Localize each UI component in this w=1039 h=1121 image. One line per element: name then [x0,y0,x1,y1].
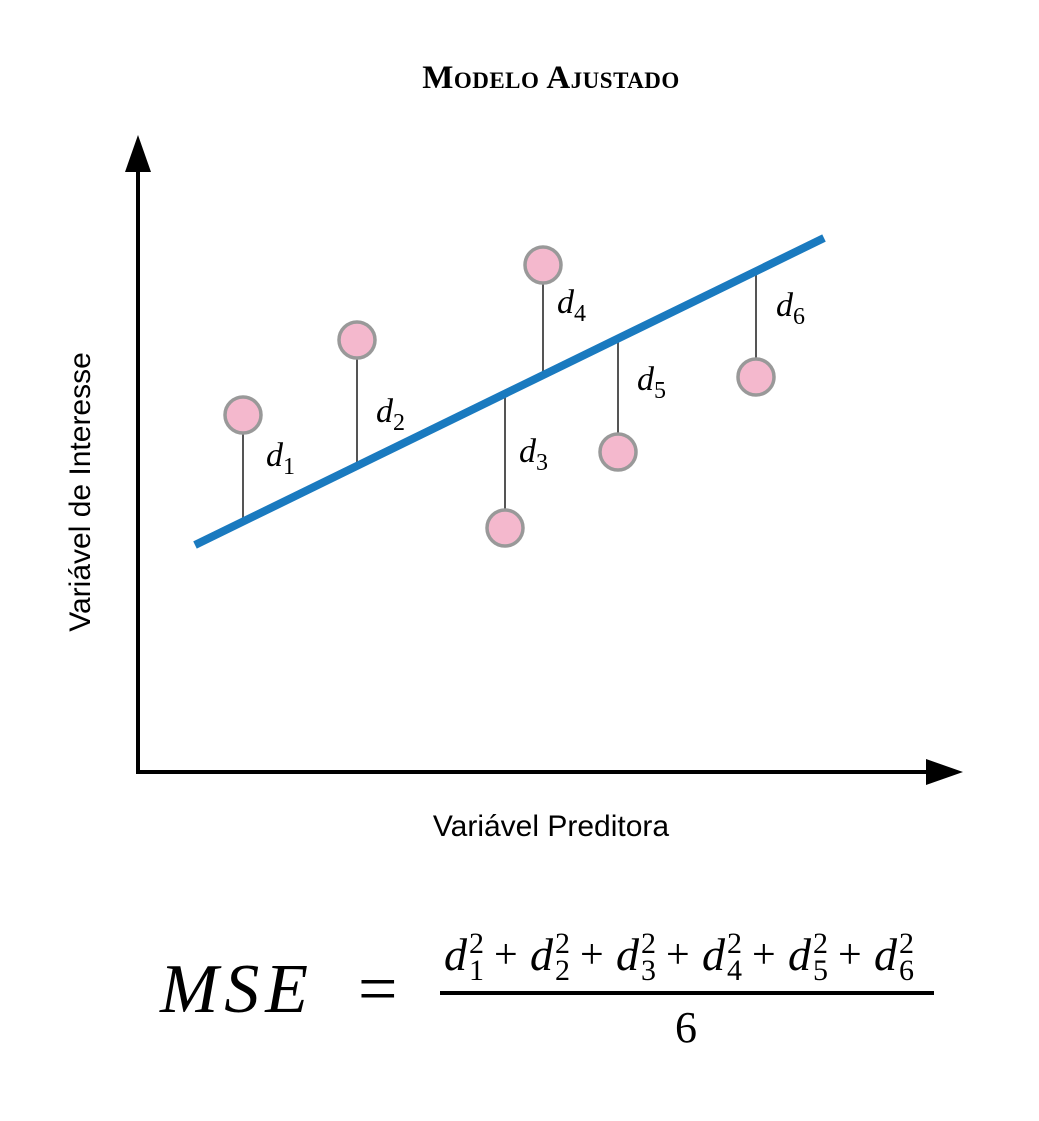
data-point [223,395,263,435]
y-axis-arrow [125,135,151,172]
numerator-term: d 26 [874,927,914,987]
axes [125,135,963,785]
term-exponent: 2 [469,927,484,960]
term-exponent: 2 [899,927,914,960]
regression-line [193,234,826,549]
numerator-term: d 25 [788,927,828,987]
mse-formula: MSE = d 21 + d 22 + d 23 + d 24 + d 25 + d 26 6 [159,927,934,1052]
data-point [337,320,377,360]
term-index: 2 [555,954,570,987]
numerator-term: d 21 [444,927,484,987]
residual-label: d4 [557,284,586,327]
numerator-term: d 23 [616,927,656,987]
y-axis-label: Variável de Interesse [64,352,97,632]
plus-sign: + [838,932,862,978]
term-index: 3 [641,954,656,987]
residual-label: d2 [376,393,405,436]
plus-sign: + [494,932,518,978]
data-point [523,245,563,285]
term-letter: d [530,929,554,980]
residual-labels: d1 d2 d3 d4 d5 d6 [266,284,805,480]
plus-sign: + [752,932,776,978]
x-axis-label: Variável Preditora [433,810,670,843]
residual-label: d1 [266,437,295,480]
term-index: 6 [899,954,914,987]
formula-lhs: MSE [159,951,314,1028]
term-index: 1 [469,954,484,987]
data-point [485,508,525,548]
term-letter: d [788,929,812,980]
residual-label: d5 [637,361,666,404]
formula-equals: = [358,951,397,1028]
term-exponent: 2 [555,927,570,960]
formula-denominator: 6 [675,1003,697,1052]
data-points [223,245,776,548]
residual-label: d3 [519,433,548,476]
data-point [736,357,776,397]
x-axis-arrow [926,759,963,785]
term-letter: d [702,929,726,980]
term-exponent: 2 [813,927,828,960]
plus-sign: + [580,932,604,978]
term-letter: d [874,929,898,980]
data-point [598,432,638,472]
diagram-title: Modelo Ajustado [422,60,680,96]
numerator-term: d 22 [530,927,570,987]
term-exponent: 2 [641,927,656,960]
numerator-term: d 24 [702,927,742,987]
term-letter: d [616,929,640,980]
term-index: 4 [727,954,742,987]
term-index: 5 [813,954,828,987]
term-exponent: 2 [727,927,742,960]
plus-sign: + [666,932,690,978]
formula-numerator: d 21 + d 22 + d 23 + d 24 + d 25 + d 26 [444,927,914,987]
term-letter: d [444,929,468,980]
residual-label: d6 [776,287,805,330]
